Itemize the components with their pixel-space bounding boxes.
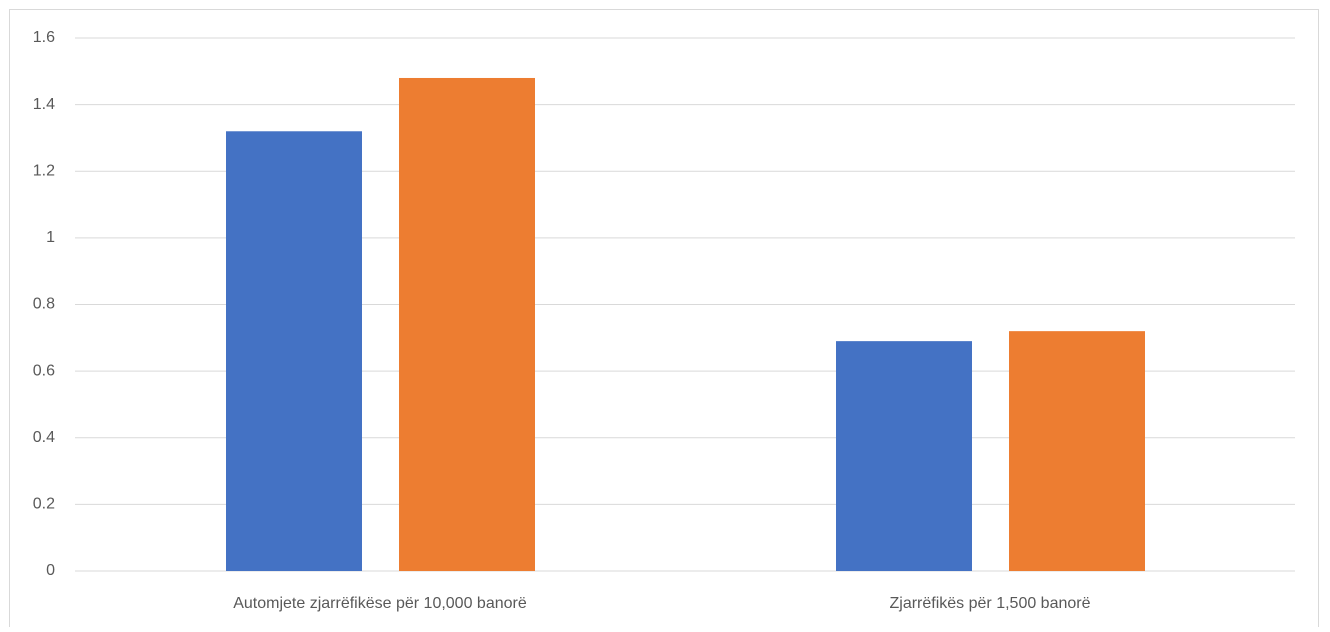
y-tick-label: 0.2 xyxy=(33,496,55,513)
x-tick-label: Zjarrëfikës për 1,500 banorë xyxy=(890,595,1091,612)
bar xyxy=(1009,331,1145,571)
y-tick-label: 0.6 xyxy=(33,362,55,379)
bar xyxy=(399,77,535,571)
y-tick-label: 0 xyxy=(46,562,55,579)
bar xyxy=(836,341,972,571)
chart-frame xyxy=(9,9,1319,632)
y-tick-label: 1 xyxy=(46,229,55,246)
y-tick-label: 1.6 xyxy=(33,29,55,46)
y-tick-label: 0.4 xyxy=(33,429,55,446)
bar xyxy=(226,131,362,571)
x-tick-label: Automjete zjarrëfikëse për 10,000 banorë xyxy=(233,595,527,612)
y-tick-label: 1.4 xyxy=(33,96,55,113)
y-tick-label: 1.2 xyxy=(33,162,55,179)
y-tick-label: 0.8 xyxy=(33,296,55,313)
